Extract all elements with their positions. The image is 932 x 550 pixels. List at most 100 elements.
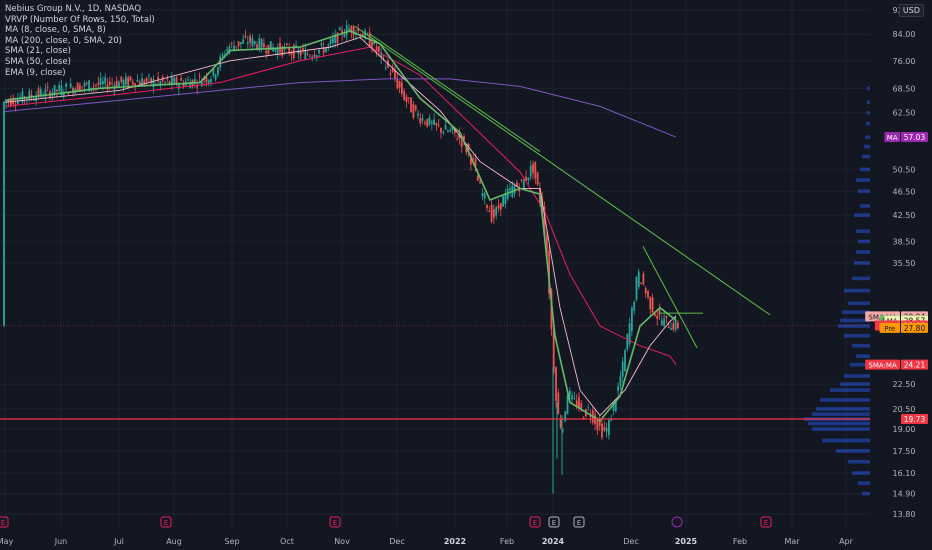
candle-body <box>398 81 401 88</box>
candle-body <box>502 196 504 207</box>
candle-body <box>230 42 233 44</box>
volume-profile-bar <box>867 110 870 115</box>
candle-body <box>345 25 348 36</box>
candle-body <box>348 28 350 31</box>
candle-body <box>624 350 626 372</box>
candle-body <box>389 73 392 75</box>
candle-body <box>373 40 376 45</box>
earnings-marker-label: E <box>164 519 168 527</box>
earnings-marker-label: E <box>533 519 537 527</box>
price-tick: 35.50 <box>893 259 916 268</box>
candle-body <box>42 96 44 98</box>
candle-body <box>302 48 304 50</box>
candle-body <box>644 288 647 294</box>
candle-body <box>424 122 426 124</box>
candle-body <box>237 41 240 46</box>
price-label-box <box>901 414 928 425</box>
candle-body <box>99 78 102 86</box>
candle-body <box>115 80 118 88</box>
candle-body <box>322 47 325 54</box>
indicator-sma50[interactable]: SMA (50, close) <box>5 56 71 67</box>
candle-body <box>552 329 555 373</box>
candle-body <box>371 41 373 49</box>
candle-body <box>53 84 56 95</box>
candle-body <box>665 315 668 319</box>
candle-body <box>246 42 249 44</box>
indicator-sma21[interactable]: SMA (21, close) <box>5 46 71 57</box>
price-tick: 76.00 <box>893 57 916 66</box>
candle-body <box>458 133 461 139</box>
candle-body <box>217 67 219 75</box>
candle-body <box>177 84 180 89</box>
time-tick: Sep <box>224 537 239 546</box>
trendline-2 <box>369 33 541 152</box>
indicator-ma200[interactable]: MA (200, close, 0, SMA, 20) <box>5 35 122 46</box>
candle-body <box>118 82 120 87</box>
candle-body <box>104 77 107 84</box>
currency-button[interactable]: USD <box>898 4 924 17</box>
candle-body <box>281 46 284 57</box>
candle-body <box>127 77 130 86</box>
indicator-ema9[interactable]: EMA (9, close) <box>5 67 66 78</box>
indicator-ma8[interactable]: MA (8, close, 0, SMA, 8) <box>5 25 106 36</box>
candle-body <box>401 82 403 94</box>
candle-body <box>463 136 465 141</box>
price-label-tag <box>879 322 900 333</box>
candle-body <box>603 426 606 431</box>
candle-body <box>396 78 399 89</box>
price-axis[interactable]: 92.0084.0076.0068.5062.5050.5046.5042.50… <box>865 6 928 519</box>
candle-body <box>658 309 661 316</box>
candle-body <box>536 172 539 185</box>
candle-body <box>647 290 649 298</box>
candle-body <box>79 84 81 92</box>
candle-body <box>173 77 176 84</box>
earnings-marker <box>0 516 9 528</box>
candle-body <box>403 91 406 100</box>
price-tick: 68.50 <box>893 84 916 93</box>
candle-body <box>58 85 61 92</box>
price-label-value: 24.21 <box>904 361 926 370</box>
candle-body <box>341 30 343 35</box>
candle-body <box>111 83 113 85</box>
indicator-vrvp[interactable]: VRVP (Number Of Rows, 150, Total) <box>5 14 155 25</box>
candle-body <box>81 86 84 88</box>
candle-body <box>626 334 629 350</box>
candle-body <box>175 77 178 85</box>
volume-profile-bar <box>860 167 870 172</box>
candle-body <box>30 94 33 97</box>
volume-profile-bar <box>816 407 870 411</box>
candle-body <box>442 131 445 133</box>
candle-body <box>472 158 475 160</box>
candle-body <box>318 49 320 54</box>
volume-profile-bar <box>842 310 870 314</box>
volume-profile-bar <box>840 318 870 323</box>
candle-body <box>299 51 302 56</box>
candle-body <box>430 121 433 124</box>
candle-body <box>26 98 28 100</box>
candle-body <box>610 418 613 421</box>
candle-body <box>12 97 15 105</box>
candle-body <box>69 83 72 88</box>
volume-profile-bar <box>852 343 870 348</box>
time-axis[interactable]: May Jun Jul Aug Sep Oct Nov Dec 2022 Feb 2024 Dec 20… <box>0 537 854 546</box>
candle-body <box>65 83 67 87</box>
candle-body <box>476 175 479 181</box>
candle-body <box>214 74 217 80</box>
candle-body <box>240 42 242 45</box>
candle-body <box>106 84 109 90</box>
candle-body <box>578 396 580 409</box>
candle-body <box>120 76 123 83</box>
candle-body <box>382 55 385 57</box>
candle-body <box>640 282 642 284</box>
candle-body <box>249 35 251 43</box>
candle-body <box>83 82 86 87</box>
earnings-marker <box>529 516 541 528</box>
candle-body <box>290 52 293 55</box>
candle-body <box>357 29 360 32</box>
candle-body <box>437 124 440 126</box>
candle-body <box>467 143 470 152</box>
candle-body <box>129 76 132 81</box>
candle-body <box>16 98 19 104</box>
volume-profile-bar <box>852 276 870 281</box>
